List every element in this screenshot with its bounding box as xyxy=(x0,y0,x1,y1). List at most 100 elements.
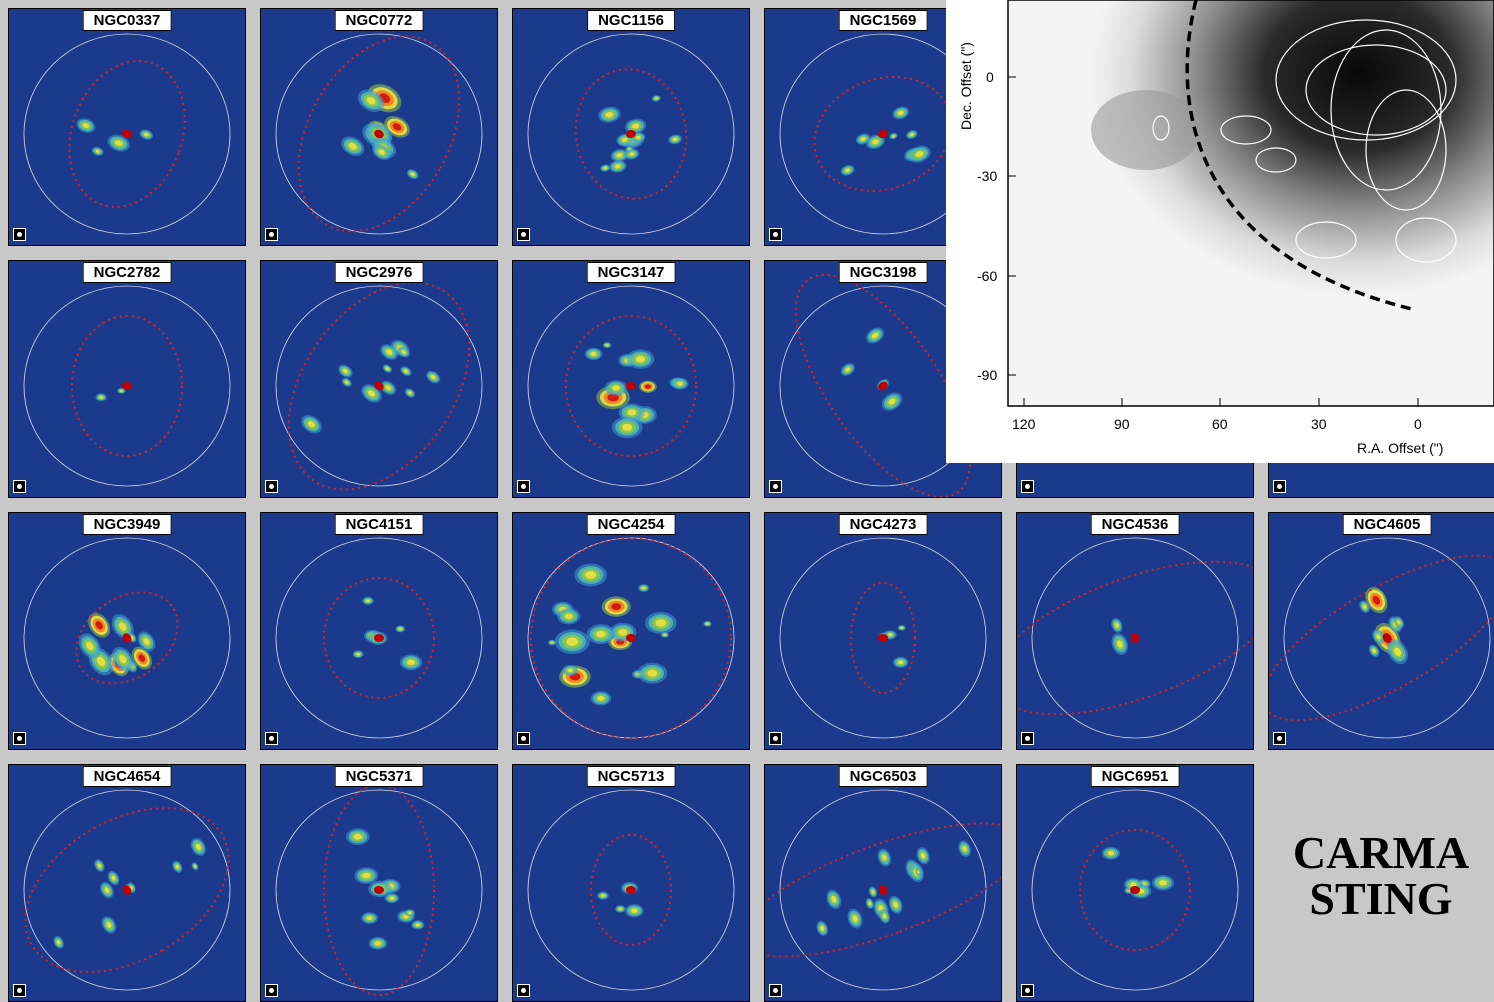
beam-marker xyxy=(265,984,278,997)
field-boundary xyxy=(527,285,735,487)
beam-marker xyxy=(13,228,26,241)
galaxy-core xyxy=(1130,886,1140,894)
galaxy-panel: NGC0772 xyxy=(260,8,498,246)
galaxy-map xyxy=(275,784,483,996)
emission-blob xyxy=(138,654,146,662)
field-boundary xyxy=(1031,789,1239,991)
emission-blob xyxy=(567,668,573,673)
galaxy-panel: NGC4151 xyxy=(260,512,498,750)
galaxy-map xyxy=(527,33,735,235)
galaxy-name-label: NGC5713 xyxy=(586,766,676,787)
beam-marker xyxy=(13,732,26,745)
emission-blob xyxy=(392,123,402,131)
galaxy-ellipse xyxy=(287,281,471,491)
emission-blob xyxy=(635,355,646,363)
emission-blob xyxy=(888,398,896,405)
emission-blob xyxy=(605,344,609,347)
galaxy-ellipse xyxy=(590,834,672,946)
emission-blob xyxy=(654,97,658,100)
emission-blob xyxy=(655,619,667,627)
emission-blob xyxy=(1117,640,1123,648)
emission-blob xyxy=(596,630,606,638)
galaxy-panel: NGC4273 xyxy=(764,512,1002,750)
galaxy-panel: NGC4254 xyxy=(512,512,750,750)
galaxy-name-label: NGC6951 xyxy=(1090,766,1180,787)
emission-blob xyxy=(389,896,395,900)
emission-blob xyxy=(845,168,850,173)
galaxy-map xyxy=(23,537,231,739)
field-boundary xyxy=(275,285,483,487)
emission-blob xyxy=(1397,620,1401,625)
galaxy-ellipse xyxy=(297,35,461,233)
galaxy-name-label: NGC1569 xyxy=(838,10,928,31)
galaxy-core xyxy=(878,885,888,895)
field-boundary xyxy=(1031,537,1239,739)
galaxy-name-label: NGC0772 xyxy=(334,10,424,31)
galaxy-name-label: NGC3198 xyxy=(838,262,928,283)
galaxy-map xyxy=(765,789,1001,991)
emission-blob xyxy=(1107,851,1115,856)
galaxy-panel: NGC2976 xyxy=(260,260,498,498)
galaxy-name-label: NGC3147 xyxy=(586,262,676,283)
field-boundary xyxy=(275,33,483,235)
emission-blob xyxy=(882,854,887,861)
emission-blob xyxy=(344,380,349,384)
galaxy-panel: NGC4536 xyxy=(1016,512,1254,750)
galaxy-map xyxy=(779,537,987,739)
emission-blob xyxy=(95,149,100,153)
galaxy-panel: NGC6503 xyxy=(764,764,1002,1002)
emission-blob xyxy=(644,384,651,389)
emission-blob xyxy=(868,901,872,906)
emission-blob xyxy=(585,571,597,579)
galaxy-panel: NGC4654 xyxy=(8,764,246,1002)
galaxy-ellipse xyxy=(24,807,230,973)
emission-blob xyxy=(407,911,412,915)
galaxy-panel: NGC5713 xyxy=(512,764,750,1002)
beam-marker xyxy=(769,984,782,997)
galaxy-map xyxy=(275,537,483,739)
emission-blob xyxy=(677,381,683,386)
inset-plot: Dec. Offset (") 0 -30 -60 -90 120 90 60 … xyxy=(946,0,1494,463)
galaxy-map xyxy=(1269,537,1494,739)
galaxy-map xyxy=(275,281,483,491)
emission-blob xyxy=(893,901,899,908)
emission-blob xyxy=(143,638,150,645)
emission-blob xyxy=(96,656,106,667)
emission-blob xyxy=(920,852,926,859)
galaxy-panel: NGC4605 xyxy=(1268,512,1494,750)
emission-blob xyxy=(1372,595,1381,605)
inset-x-tick: 0 xyxy=(1414,416,1422,432)
field-boundary xyxy=(275,789,483,991)
emission-blob xyxy=(872,332,879,339)
galaxy-name-label: NGC4254 xyxy=(586,514,676,535)
field-boundary xyxy=(23,537,231,739)
emission-blob xyxy=(118,622,127,631)
emission-blob xyxy=(618,907,623,911)
emission-blob xyxy=(1372,648,1376,654)
galaxy-ellipse xyxy=(1017,560,1253,716)
emission-blob xyxy=(353,833,362,840)
galaxy-map xyxy=(527,789,735,991)
galaxy-ellipse xyxy=(530,537,732,739)
beam-marker xyxy=(769,732,782,745)
galaxy-name-label: NGC4536 xyxy=(1090,514,1180,535)
galaxy-ellipse xyxy=(850,582,916,694)
galaxy-name-label: NGC1156 xyxy=(587,10,675,31)
emission-blob xyxy=(120,389,123,392)
emission-blob xyxy=(820,925,825,932)
galaxy-core xyxy=(374,886,384,894)
emission-blob xyxy=(621,423,633,432)
galaxy-map xyxy=(1017,537,1253,739)
emission-blob xyxy=(845,367,851,372)
emission-blob xyxy=(605,111,614,118)
galaxy-ellipse xyxy=(565,315,697,457)
emission-blob xyxy=(86,641,94,651)
galaxy-name-label: NGC2782 xyxy=(82,262,172,283)
emission-blob xyxy=(385,367,389,371)
emission-blob xyxy=(1393,647,1402,657)
emission-blob xyxy=(366,599,371,603)
beam-marker xyxy=(1273,480,1286,493)
beam-marker xyxy=(517,228,530,241)
emission-blob xyxy=(1130,882,1137,887)
inset-x-axis-title: R.A. Offset (") xyxy=(1357,440,1444,456)
